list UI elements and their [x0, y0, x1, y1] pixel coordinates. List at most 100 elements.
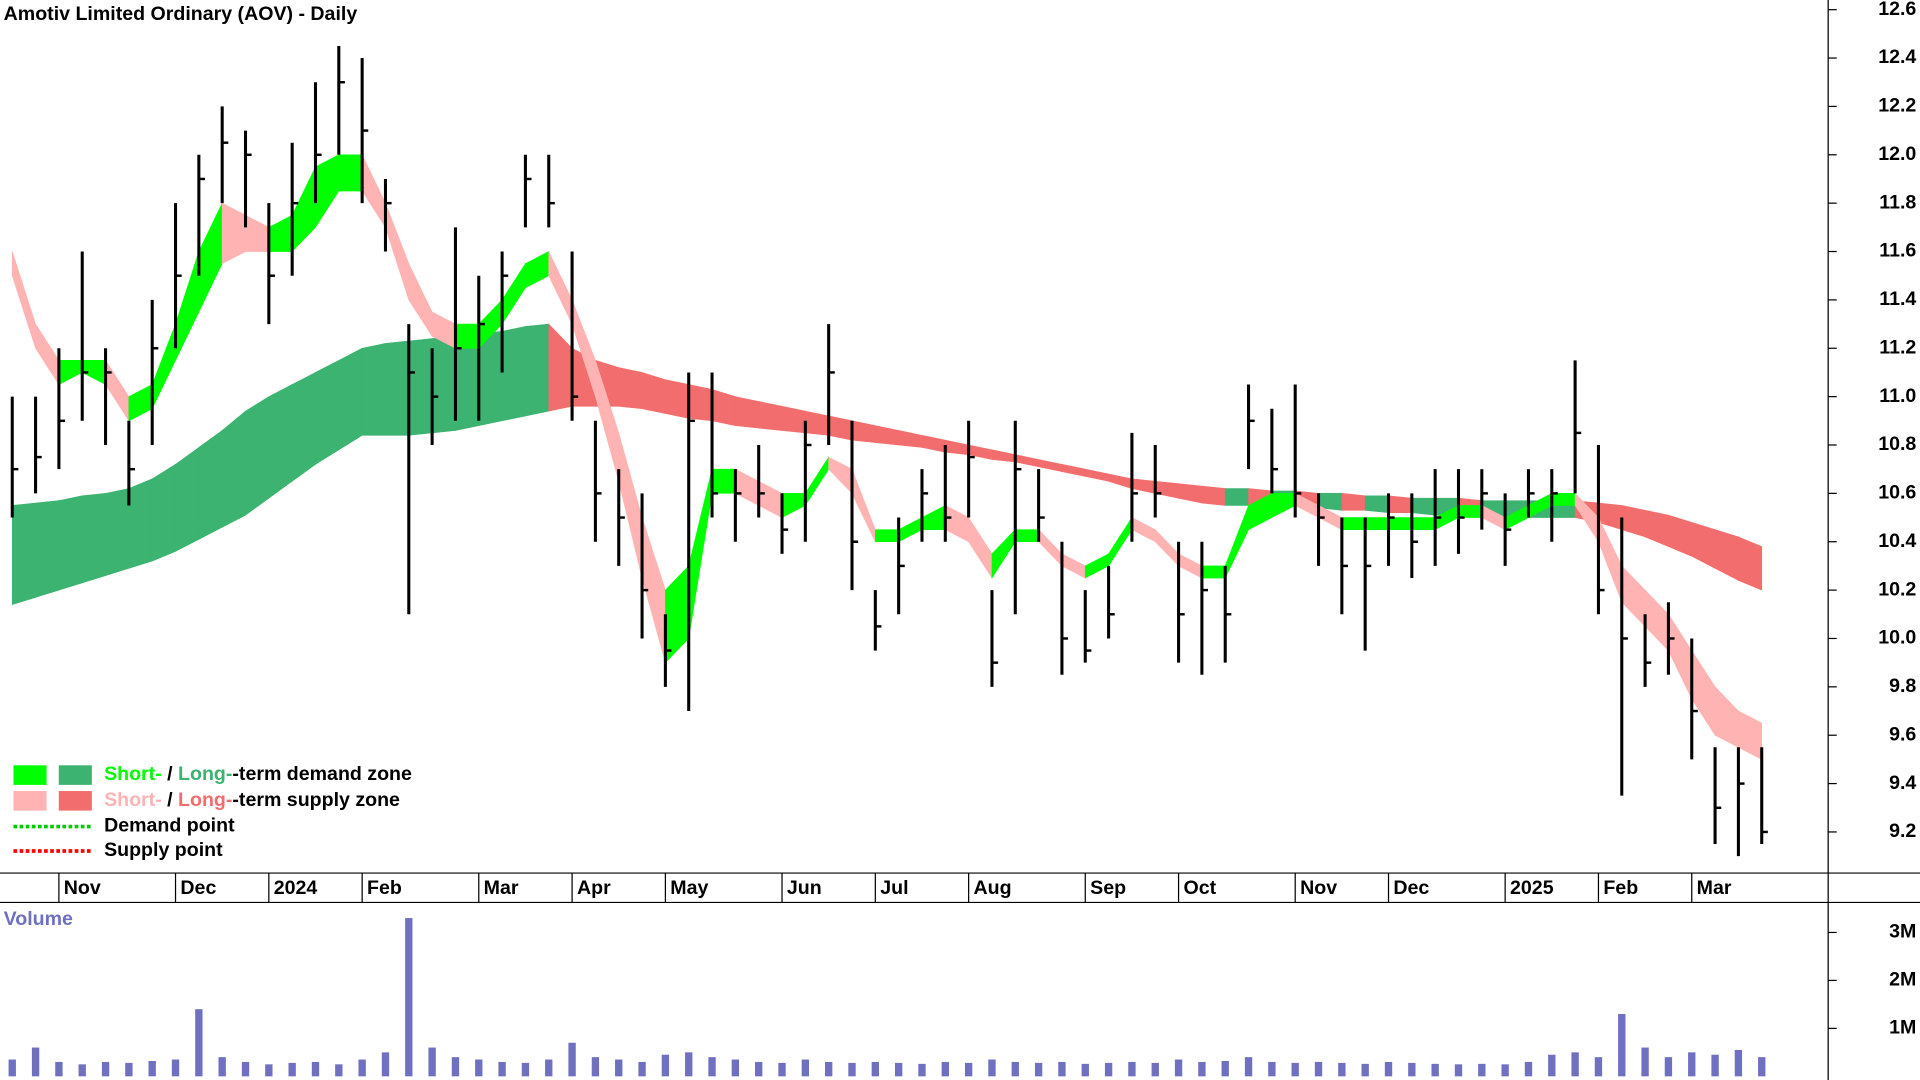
volume-bar — [1548, 1054, 1556, 1077]
volume-bar — [1081, 1063, 1089, 1077]
zones — [11, 154, 1763, 760]
volume-bar — [1384, 1061, 1393, 1077]
volume-bar — [1104, 1062, 1113, 1077]
zone-segment — [711, 468, 736, 494]
legend-label: Demand point — [104, 815, 235, 837]
legend-text: Short- — [104, 763, 162, 785]
zone-segment — [431, 335, 456, 434]
volume-bar — [1524, 1061, 1533, 1077]
zone-segment — [408, 338, 433, 436]
y-tick-label: 12.4 — [1878, 46, 1916, 68]
volume-bar — [1711, 1054, 1719, 1077]
volume-bar — [1688, 1052, 1696, 1077]
legend-text: Long- — [178, 763, 232, 785]
legend-text: Short- — [104, 789, 162, 811]
zone-segment — [501, 326, 526, 422]
volume-bar — [265, 1064, 273, 1077]
volume-bar — [615, 1059, 623, 1077]
zone-segment — [315, 359, 340, 465]
zone-segment — [1201, 485, 1226, 506]
volume-bar — [685, 1052, 693, 1077]
y-tick-label: 10.4 — [1878, 530, 1916, 552]
x-tick-label: Sep — [1090, 877, 1126, 899]
zone-segment — [291, 371, 316, 482]
volume-bar — [78, 1064, 86, 1077]
zone-segment — [665, 379, 690, 419]
volume-bar — [521, 1062, 530, 1077]
zone-segment — [35, 500, 60, 598]
volume-bar — [778, 1062, 786, 1077]
zone-segment — [875, 529, 899, 543]
volume-bar — [1221, 1060, 1229, 1077]
volume-bar — [125, 1062, 133, 1077]
volume-bar — [801, 1059, 810, 1077]
x-tick-label: Dec — [180, 877, 216, 899]
volume-bar — [335, 1064, 343, 1077]
volume-bar — [148, 1060, 156, 1077]
zone-segment — [618, 367, 643, 410]
volume-bar — [8, 1059, 16, 1077]
zone-segment — [11, 502, 36, 606]
volume-bar — [381, 1052, 390, 1077]
x-tick-label: Apr — [577, 877, 611, 899]
zone-segment — [338, 154, 363, 192]
zone-segment — [1364, 495, 1389, 514]
x-tick-label: Nov — [64, 877, 101, 899]
y-tick-label: 9.6 — [1889, 723, 1916, 745]
zone-segment — [81, 493, 106, 584]
x-tick-label: Aug — [974, 877, 1012, 899]
zone-segment — [735, 396, 759, 429]
volume-bar — [1641, 1047, 1649, 1077]
volume-bar — [311, 1061, 320, 1077]
volume-bar — [1151, 1062, 1159, 1077]
legend-swatch — [58, 765, 92, 785]
legend-label: Short- / Long--term supply zone — [104, 789, 400, 811]
legend-text: -term supply zone — [232, 789, 400, 811]
volume-bar — [1291, 1062, 1299, 1077]
y-tick-label: 11.0 — [1879, 385, 1916, 407]
x-tick-label: Feb — [367, 877, 402, 899]
zone-segment — [385, 340, 410, 436]
volume-bar — [755, 1061, 763, 1077]
y-tick-label: 10.6 — [1878, 482, 1916, 504]
y-tick-label: 11.2 — [1879, 336, 1916, 358]
volume-bar — [1594, 1057, 1603, 1077]
zone-segment — [688, 384, 713, 422]
volume-bar — [101, 1061, 110, 1077]
volume-bar — [825, 1061, 833, 1077]
volume-bar — [218, 1057, 226, 1077]
volume-tick-label: 2M — [1889, 969, 1916, 991]
y-tick-label: 12.0 — [1878, 143, 1916, 165]
y-tick-label: 12.6 — [1878, 0, 1916, 20]
volume-label: Volume — [4, 908, 73, 930]
volume-bar — [241, 1061, 250, 1077]
volume-bar — [638, 1061, 646, 1077]
y-tick-label: 11.8 — [1879, 191, 1916, 213]
chart-title: Amotiv Limited Ordinary (AOV) - Daily — [4, 3, 358, 25]
zone-segment — [641, 372, 666, 414]
volume-bar — [31, 1047, 40, 1077]
legend-text: Long- — [178, 789, 232, 811]
zone-segment — [1551, 493, 1576, 506]
x-tick-label: Jun — [787, 877, 822, 899]
volume-bar — [1501, 1064, 1509, 1077]
y-tick-label: 9.2 — [1889, 820, 1916, 842]
zone-segment — [525, 323, 550, 417]
x-tick-label: Oct — [1183, 877, 1216, 899]
zone-segment — [1458, 505, 1483, 518]
zone-segment — [1364, 517, 1389, 530]
zone-segment — [1224, 488, 1249, 506]
volume-bar — [661, 1054, 670, 1077]
zone-segment — [1388, 517, 1413, 530]
y-tick-label: 11.4 — [1879, 288, 1916, 310]
y-tick-label: 10.8 — [1878, 433, 1916, 455]
x-tick-label: Jul — [880, 877, 908, 899]
zone-segment — [478, 330, 503, 427]
zone-segment — [1014, 529, 1039, 543]
volume-bar — [731, 1059, 740, 1077]
volume-bar — [1034, 1062, 1043, 1077]
price-bars — [10, 45, 1768, 857]
legend-swatch — [58, 791, 92, 811]
